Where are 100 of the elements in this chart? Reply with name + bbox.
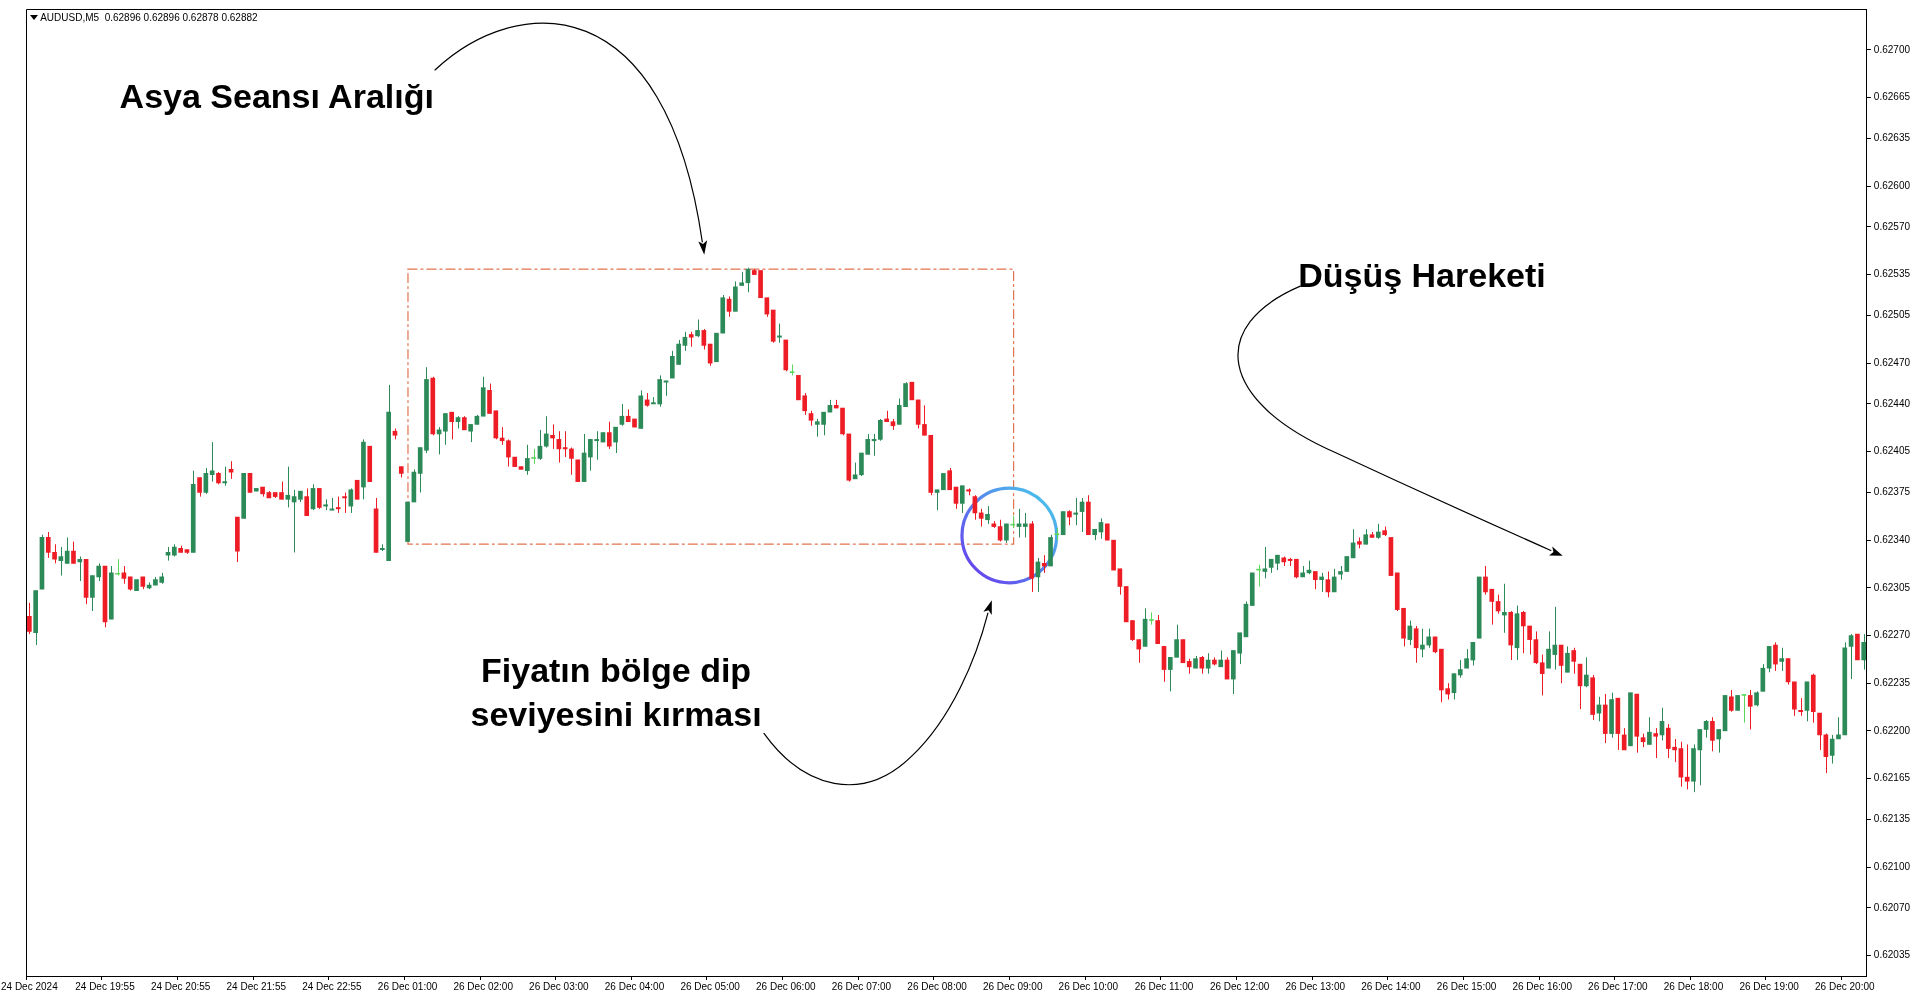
x-tick-label: 26 Dec 13:00 (1285, 980, 1346, 992)
candlestick (1741, 693, 1747, 724)
y-tick-label: 0.62235 (1873, 676, 1911, 688)
candlestick (197, 477, 202, 498)
x-tick-label: 26 Dec 02:00 (453, 980, 514, 992)
candlestick (569, 447, 574, 476)
candlestick (1180, 639, 1186, 664)
candlestick (1565, 645, 1570, 673)
chart-title: AUDUSD,M5 0.62896 0.62896 0.62878 0.62882 (40, 12, 258, 24)
y-tick-label: 0.62535 (1873, 268, 1911, 280)
candlestick (354, 479, 360, 500)
x-tick-label: 26 Dec 14:00 (1361, 980, 1422, 992)
candlestick (959, 485, 965, 514)
x-tick-label: 26 Dec 09:00 (982, 980, 1043, 992)
candlestick (1149, 611, 1154, 626)
annotation: Fiyatın bölge dip seviyesini kırması (469, 650, 763, 736)
candlestick (878, 418, 883, 442)
x-tick-label: 26 Dec 06:00 (756, 980, 816, 992)
candlestick (543, 415, 549, 449)
candlestick (1729, 689, 1734, 713)
x-tick-label: 26 Dec 16:00 (1512, 980, 1573, 992)
x-tick-label: 26 Dec 20:00 (1815, 980, 1875, 992)
x-tick-label: 26 Dec 04:00 (604, 980, 665, 992)
x-tick-label: 26 Dec 18:00 (1663, 980, 1724, 992)
candlestick (1060, 511, 1066, 536)
x-tick-label: 26 Dec 12:00 (1209, 980, 1270, 992)
candlestick (1584, 656, 1589, 688)
x-tick-label: 24 Dec 19:55 (75, 980, 136, 992)
candlestick (1773, 641, 1778, 672)
candlestick (1004, 523, 1009, 544)
y-tick-label: 0.62470 (1873, 356, 1911, 368)
annotation: Asya Seansı Aralığı (119, 76, 434, 117)
candlestick (525, 444, 530, 476)
y-tick-label: 0.62070 (1873, 901, 1911, 913)
y-tick-label: 0.62600 (1873, 179, 1911, 191)
x-tick-label: 26 Dec 11:00 (1134, 980, 1194, 992)
candlestick (1502, 583, 1507, 634)
candlestick (1653, 727, 1659, 759)
x-tick-label: 24 Dec 2024 (1, 980, 59, 992)
y-tick-label: 0.62665 (1873, 91, 1911, 103)
candlestick (1331, 568, 1337, 593)
candlestick (613, 426, 618, 454)
y-tick-label: 0.62405 (1873, 445, 1911, 457)
candlestick (1817, 712, 1822, 751)
x-tick-label: 26 Dec 10:00 (1058, 980, 1119, 992)
candlestick (449, 411, 455, 440)
candlestick (506, 438, 511, 468)
y-tick-label: 0.62035 (1873, 949, 1911, 961)
y-tick-label: 0.62635 (1873, 132, 1911, 144)
annotation: Düşüş Hareketi (1298, 255, 1546, 297)
candlestick (1684, 743, 1690, 790)
x-tick-label: 24 Dec 20:55 (150, 980, 211, 992)
candlestick (777, 323, 782, 344)
y-tick-label: 0.62440 (1873, 397, 1911, 409)
candlestick (947, 467, 953, 491)
candlestick (316, 487, 322, 510)
candlestick (1647, 716, 1652, 745)
y-tick-label: 0.62100 (1873, 860, 1911, 872)
candlestick (1294, 558, 1299, 579)
candlestick (1779, 647, 1785, 672)
candlestick (550, 423, 555, 450)
candlestick (1829, 734, 1835, 765)
x-tick-label: 26 Dec 19:00 (1739, 980, 1800, 992)
y-tick-label: 0.62165 (1873, 772, 1911, 784)
candlestick (222, 466, 228, 487)
y-tick-label: 0.62505 (1873, 309, 1911, 321)
y-tick-label: 0.62570 (1873, 220, 1911, 232)
candlestick (1716, 728, 1722, 754)
x-tick-label: 26 Dec 01:00 (377, 980, 438, 992)
y-tick-label: 0.62135 (1873, 813, 1911, 825)
y-tick-label: 0.62700 (1873, 43, 1911, 55)
x-tick-label: 26 Dec 17:00 (1588, 980, 1649, 992)
candlestick (1710, 716, 1715, 752)
candlestick (934, 489, 940, 511)
candlestick (1539, 654, 1545, 696)
y-tick-label: 0.62270 (1873, 629, 1911, 641)
candlestick (1426, 628, 1432, 649)
candlestick (1571, 647, 1577, 675)
candlestick (575, 459, 581, 483)
candlestick (115, 558, 120, 577)
x-tick-label: 26 Dec 03:00 (529, 980, 590, 992)
candlestick (1861, 633, 1867, 671)
candlestick (1420, 628, 1425, 658)
candlestick (77, 556, 83, 582)
y-tick-label: 0.62200 (1873, 724, 1911, 736)
candlestick (27, 602, 32, 635)
candlestick (304, 487, 310, 517)
candlestick (1319, 572, 1324, 593)
candlestick (209, 441, 215, 483)
x-tick-label: 26 Dec 08:00 (907, 980, 968, 992)
x-tick-label: 26 Dec 05:00 (680, 980, 741, 992)
y-tick-label: 0.62375 (1873, 486, 1911, 498)
candlestick (1464, 648, 1469, 669)
x-tick-label: 26 Dec 07:00 (831, 980, 892, 992)
candlestick (1022, 512, 1028, 538)
candlestick (1155, 614, 1161, 645)
candlestick (64, 536, 70, 564)
candlestick (1527, 625, 1532, 656)
candlestick (1016, 508, 1022, 538)
x-tick-label: 24 Dec 22:55 (302, 980, 363, 992)
